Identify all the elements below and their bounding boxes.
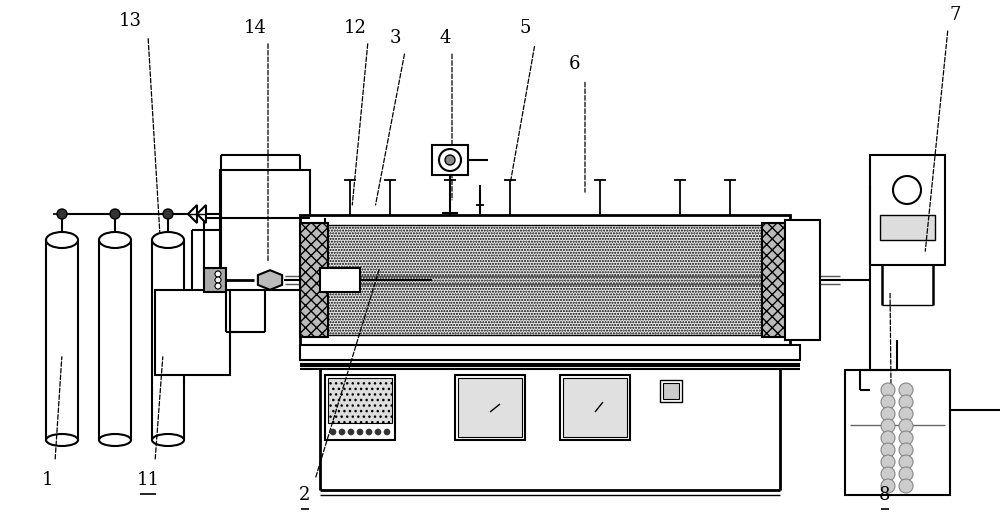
Circle shape — [899, 395, 913, 409]
Bar — [663, 383, 679, 399]
Bar — [300, 223, 328, 337]
Text: 4: 4 — [439, 29, 451, 48]
Bar — [880, 215, 935, 240]
Bar — [312, 225, 778, 335]
Circle shape — [899, 443, 913, 457]
Polygon shape — [258, 270, 282, 290]
Circle shape — [366, 429, 372, 435]
Bar — [155, 290, 230, 375]
Circle shape — [899, 419, 913, 433]
Polygon shape — [188, 205, 197, 223]
Circle shape — [57, 209, 67, 219]
Circle shape — [384, 429, 390, 435]
Circle shape — [899, 479, 913, 493]
Polygon shape — [197, 205, 206, 223]
Text: 11: 11 — [136, 470, 160, 489]
Bar — [432, 145, 468, 175]
Ellipse shape — [46, 232, 78, 248]
Circle shape — [881, 467, 895, 481]
Circle shape — [357, 429, 363, 435]
Text: 5: 5 — [519, 19, 531, 37]
Circle shape — [899, 455, 913, 469]
Bar — [152, 240, 184, 440]
Circle shape — [215, 277, 221, 283]
Ellipse shape — [152, 434, 184, 446]
Circle shape — [110, 209, 120, 219]
Circle shape — [881, 407, 895, 421]
Text: 13: 13 — [119, 11, 142, 30]
Circle shape — [881, 431, 895, 445]
Text: 2: 2 — [299, 486, 311, 504]
Circle shape — [163, 209, 173, 219]
Bar — [320, 268, 360, 292]
Text: 6: 6 — [569, 55, 581, 73]
Circle shape — [899, 383, 913, 397]
Text: 1: 1 — [42, 470, 54, 489]
Bar — [99, 240, 131, 440]
Bar — [204, 268, 226, 292]
Bar — [660, 380, 682, 402]
Circle shape — [881, 383, 895, 397]
Circle shape — [881, 443, 895, 457]
Circle shape — [439, 149, 461, 171]
Circle shape — [881, 479, 895, 493]
Circle shape — [445, 155, 455, 165]
Circle shape — [899, 407, 913, 421]
Ellipse shape — [99, 232, 131, 248]
Circle shape — [899, 467, 913, 481]
Bar — [785, 220, 820, 340]
Bar — [762, 223, 790, 337]
Bar — [300, 215, 790, 345]
Bar — [845, 370, 950, 495]
Text: 14: 14 — [244, 19, 266, 37]
Circle shape — [330, 429, 336, 435]
Circle shape — [893, 176, 921, 204]
Text: 7: 7 — [949, 6, 961, 25]
Circle shape — [348, 429, 354, 435]
Circle shape — [215, 283, 221, 289]
Text: 3: 3 — [389, 29, 401, 48]
Bar — [870, 155, 945, 265]
Bar — [300, 345, 800, 360]
Ellipse shape — [152, 232, 184, 248]
Bar — [458, 378, 522, 437]
Ellipse shape — [46, 434, 78, 446]
Bar — [220, 170, 310, 290]
Bar — [455, 375, 525, 440]
Circle shape — [881, 395, 895, 409]
Bar — [560, 375, 630, 440]
Circle shape — [881, 419, 895, 433]
Bar — [325, 375, 395, 440]
Bar — [328, 378, 392, 423]
Bar — [563, 378, 627, 437]
Text: 12: 12 — [344, 19, 366, 37]
Bar — [46, 240, 78, 440]
Circle shape — [339, 429, 345, 435]
Circle shape — [375, 429, 381, 435]
Text: 8: 8 — [879, 486, 891, 504]
Circle shape — [215, 271, 221, 277]
Ellipse shape — [99, 434, 131, 446]
Circle shape — [881, 455, 895, 469]
Circle shape — [899, 431, 913, 445]
